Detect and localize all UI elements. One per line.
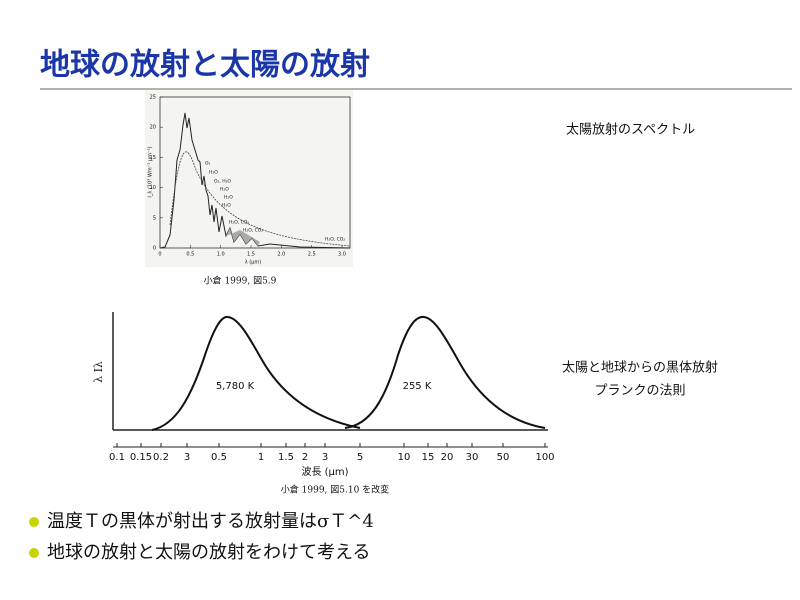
x-tick-label: 5 bbox=[357, 452, 363, 463]
figure-caption: 太陽と地球からの黒体放射 bbox=[562, 360, 718, 376]
x-tick-label: 0.1 bbox=[109, 452, 125, 463]
bullet-text: 地球の放射と太陽の放射をわけて考える bbox=[47, 542, 370, 563]
x-tick-label: 2.0 bbox=[277, 252, 285, 258]
x-tick-label: 3 bbox=[322, 452, 328, 463]
solar-curve bbox=[151, 315, 361, 431]
bullet-icon bbox=[29, 517, 39, 527]
absorber-label: H₂O, CO₂ bbox=[243, 228, 263, 234]
peak-label: 5,780 K bbox=[216, 381, 255, 392]
x-tick-label: 1.5 bbox=[247, 252, 255, 258]
figure-caption: 太陽放射のスペクトル bbox=[566, 122, 695, 138]
absorber-label: O₃ bbox=[205, 161, 211, 167]
y-tick-label: 5 bbox=[153, 215, 156, 221]
absorber-label: H₂O bbox=[222, 203, 231, 209]
absorption-shading bbox=[226, 228, 260, 246]
x-tick-label: 3 bbox=[184, 452, 190, 463]
absorber-label: H₂O bbox=[224, 195, 233, 201]
x-tick-label: 100 bbox=[535, 452, 554, 463]
x-tick-label: 0.15 bbox=[130, 452, 152, 463]
y-tick-label: 0 bbox=[153, 246, 156, 252]
x-tick-label: 2 bbox=[302, 452, 308, 463]
x-tick-label: 0.5 bbox=[211, 452, 227, 463]
slide-title: 地球の放射と太陽の放射 bbox=[40, 48, 370, 83]
figure-caption: プランクの法則 bbox=[594, 384, 685, 399]
absorber-label: O₂, H₂O bbox=[214, 179, 231, 185]
x-tick-label: 0 bbox=[158, 252, 161, 258]
figure-source: 小倉 1999, 図5.10 を改変 bbox=[281, 484, 389, 496]
x-tick-label: 50 bbox=[497, 452, 510, 463]
y-axis-label: I_λ (10³ Wm⁻² μm⁻¹) bbox=[148, 146, 154, 197]
plot-box bbox=[159, 96, 351, 249]
x-axis-label: 波長 (μm) bbox=[301, 465, 348, 478]
y-tick-label: 15 bbox=[150, 155, 156, 161]
x-tick-label: 1.5 bbox=[278, 452, 294, 463]
y-tick-label: 25 bbox=[150, 95, 156, 101]
figure-source: 小倉 1999, 図5.9 bbox=[204, 275, 277, 287]
x-tick-label: 10 bbox=[398, 452, 411, 463]
x-tick-label: 1 bbox=[258, 452, 264, 463]
earth-curve bbox=[344, 315, 546, 429]
x-tick-label: 3.0 bbox=[338, 252, 346, 258]
absorber-label: H₂O bbox=[220, 187, 229, 193]
x-tick-label: 30 bbox=[466, 452, 479, 463]
absorber-label: H₂O bbox=[209, 170, 218, 176]
x-tick-label: 2.5 bbox=[308, 252, 316, 258]
x-tick-label: 20 bbox=[441, 452, 454, 463]
x-axis-label: λ (μm) bbox=[245, 260, 262, 266]
absorber-label: H₂O, CO₂ bbox=[325, 237, 345, 243]
y-tick-label: 20 bbox=[150, 125, 156, 131]
peak-label: 255 K bbox=[403, 381, 432, 392]
y-axis-label: λ Iλ bbox=[92, 361, 105, 383]
blackbody-reference bbox=[169, 151, 351, 247]
x-tick-label: 0.2 bbox=[153, 452, 169, 463]
absorber-label: H₂O, CO₂ bbox=[229, 220, 249, 226]
y-tick-label: 10 bbox=[150, 185, 156, 191]
x-tick-label: 0.5 bbox=[186, 252, 194, 258]
bullet-text: 温度Ｔの黒体が射出する放射量はσＴ^4 bbox=[47, 511, 374, 532]
x-tick-label: 1.0 bbox=[217, 252, 225, 258]
x-tick-label: 15 bbox=[422, 452, 435, 463]
bullet-icon bbox=[29, 548, 39, 558]
